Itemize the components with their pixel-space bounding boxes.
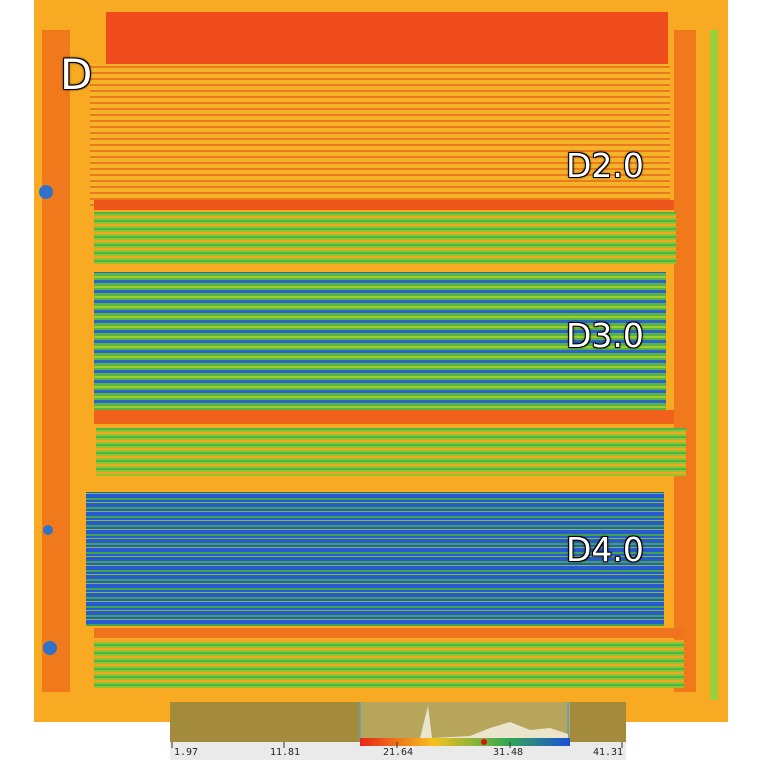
temperature-histogram-legend [170,702,626,760]
marker-dot [39,185,53,199]
right-strip [710,30,718,700]
plot-d3 [94,272,666,412]
marker-dot [43,525,53,535]
divider-2 [94,410,674,424]
plot-label-d3: D3.0 [566,316,644,355]
legend-tick-label: 21.64 [382,747,414,758]
legend-tick-label: 41.31 [592,747,624,758]
left-border [42,30,70,692]
histogram-curve [360,706,568,740]
color-ramp [360,738,570,746]
plot-d2 [90,64,670,206]
plot-label-d2: D2.0 [566,146,644,185]
divider-3 [94,628,684,638]
cursor-marker [481,739,487,745]
legend-tick-label: 11.81 [269,747,301,758]
field-corner-label: D [60,50,93,99]
buffer-strip-1 [94,212,676,264]
marker-dot [43,641,57,655]
thermal-field-map [34,0,728,722]
plot-d2-top [106,12,668,64]
plot-d4 [86,492,664,626]
buffer-strip-2 [96,428,686,476]
legend-tick-label: 1.97 [173,747,199,758]
buffer-strip-3 [94,640,684,688]
legend-tick-label: 31.48 [492,747,524,758]
right-border [674,30,696,692]
plot-label-d4: D4.0 [566,530,644,569]
divider-1 [94,200,674,210]
